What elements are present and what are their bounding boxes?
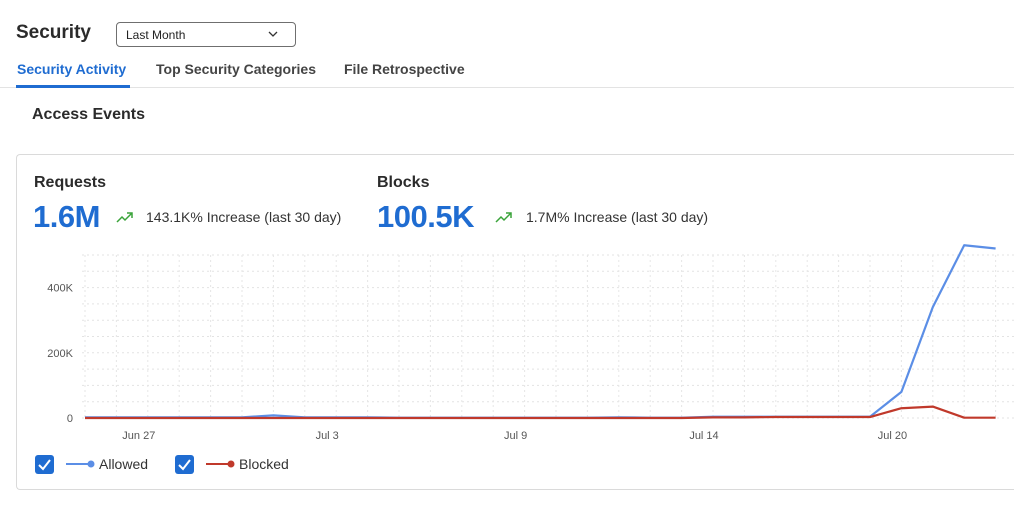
allowed-checkbox[interactable] bbox=[35, 455, 54, 474]
y-axis-ticks: 0 200K 400K bbox=[47, 283, 73, 425]
allowed-legend-swatch bbox=[66, 460, 95, 468]
x-tick-label: Jul 9 bbox=[504, 430, 527, 442]
date-range-value: Last Month bbox=[126, 28, 186, 42]
blocked-legend-swatch bbox=[206, 460, 235, 468]
trend-up-icon bbox=[495, 212, 512, 223]
section-title: Access Events bbox=[32, 106, 145, 123]
requests-value: 1.6M bbox=[33, 199, 100, 234]
requests-trend: 143.1K% Increase (last 30 day) bbox=[146, 209, 342, 225]
page-title: Security bbox=[16, 22, 91, 43]
checkmark-icon bbox=[38, 459, 51, 471]
x-tick-label: Jul 3 bbox=[316, 430, 339, 442]
tab-security-activity[interactable]: Security Activity bbox=[17, 61, 127, 77]
blocks-value: 100.5K bbox=[377, 199, 474, 234]
x-tick-label: Jun 27 bbox=[122, 430, 155, 442]
x-tick-label: Jul 14 bbox=[689, 430, 718, 442]
date-range-select[interactable]: Last Month bbox=[116, 22, 296, 47]
requests-label: Requests bbox=[34, 174, 107, 191]
x-axis-ticks: Jun 27 Jul 3 Jul 9 Jul 14 Jul 20 bbox=[122, 430, 907, 442]
checkmark-icon bbox=[178, 459, 191, 471]
series-line-allowed bbox=[85, 244, 996, 419]
chart-series bbox=[85, 244, 996, 420]
access-events-chart: 0 200K 400K Jun 27 Jul 3 Jul 9 Jul 14 Jul 20 bbox=[47, 244, 1014, 442]
blocked-legend-label: Blocked bbox=[239, 456, 289, 472]
allowed-legend-label: Allowed bbox=[99, 456, 149, 472]
y-tick-label: 0 bbox=[67, 413, 73, 425]
blocks-trend: 1.7M% Increase (last 30 day) bbox=[526, 209, 709, 225]
chart-grid bbox=[82, 254, 1014, 419]
blocks-label: Blocks bbox=[377, 174, 430, 191]
tab-top-security-categories[interactable]: Top Security Categories bbox=[156, 61, 317, 77]
series-line-blocked bbox=[85, 405, 996, 420]
chevron-down-icon bbox=[268, 31, 278, 37]
active-tab-indicator bbox=[16, 85, 130, 88]
x-tick-label: Jul 20 bbox=[878, 430, 907, 442]
y-tick-label: 200K bbox=[47, 348, 73, 360]
tab-file-retrospective[interactable]: File Retrospective bbox=[344, 61, 465, 77]
access-events-card: Requests 1.6M 143.1K% Increase (last 30 … bbox=[16, 154, 1014, 490]
tab-bar: Security Activity Top Security Categorie… bbox=[0, 56, 1014, 88]
blocked-checkbox[interactable] bbox=[175, 455, 194, 474]
y-tick-label: 400K bbox=[47, 283, 73, 295]
trend-up-icon bbox=[116, 212, 133, 223]
